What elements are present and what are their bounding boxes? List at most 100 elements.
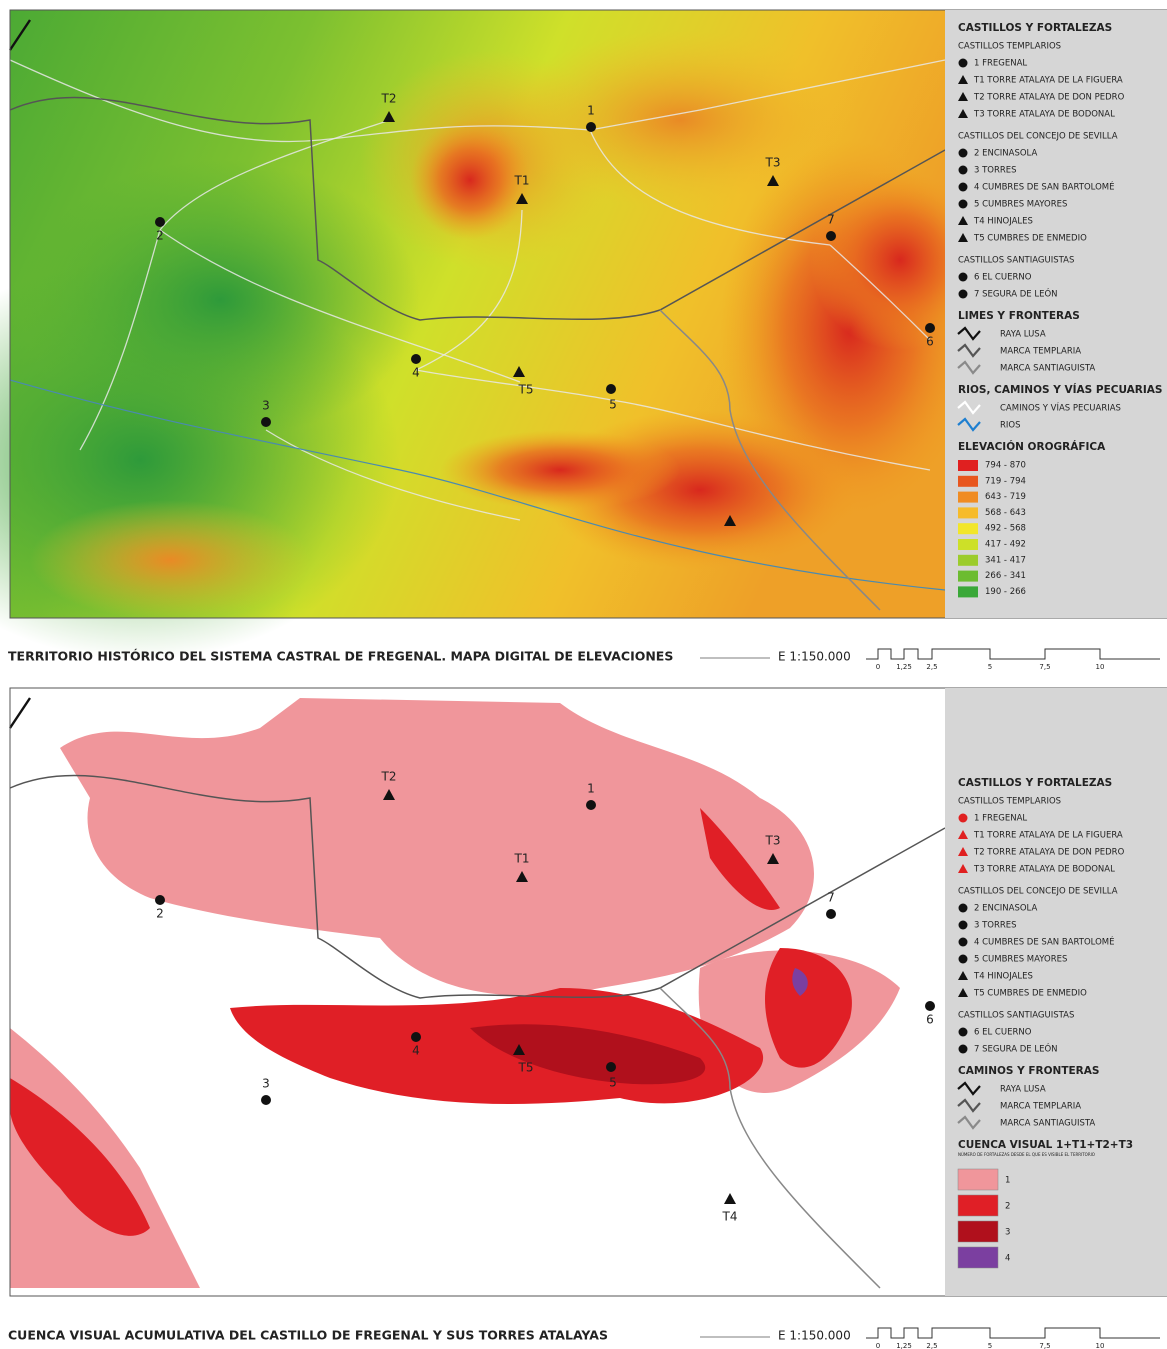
legend-swatch [958, 460, 978, 471]
legend-label: T1 TORRE ATALAYA DE LA FIGUERA [973, 831, 1123, 841]
marker-label: 7 [827, 213, 835, 227]
castle-marker [586, 800, 596, 810]
legend-group: CASTILLOS SANTIAGUISTAS [958, 256, 1074, 266]
legend-label: 7 SEGURA DE LEÓN [974, 288, 1058, 300]
castle-marker [606, 1062, 616, 1072]
castle-marker [155, 895, 165, 905]
castle-marker [925, 1001, 935, 1011]
legend-symbol [959, 183, 968, 192]
legend-label: MARCA SANTIAGUISTA [1000, 1119, 1095, 1129]
legend-label: 4 CUMBRES DE SAN BARTOLOMÉ [974, 936, 1115, 948]
legend-symbol [959, 149, 968, 158]
legend-label: T2 TORRE ATALAYA DE DON PEDRO [973, 93, 1125, 103]
legend-swatch [958, 1169, 998, 1190]
marker-label: 4 [412, 1044, 420, 1058]
legend-symbol [959, 290, 968, 299]
marker-label: 2 [156, 229, 164, 243]
legend-label: MARCA TEMPLARIA [1000, 1102, 1081, 1112]
legend-heading: CASTILLOS Y FORTALEZAS [958, 777, 1112, 789]
legend-label: RIOS [1000, 421, 1021, 431]
legend-symbol [959, 59, 968, 68]
legend-label: 1 FREGENAL [974, 59, 1027, 69]
legend-label: 2 ENCINASOLA [974, 149, 1037, 159]
legend-heading: CASTILLOS Y FORTALEZAS [958, 22, 1112, 34]
legend-swatch [958, 539, 978, 550]
marker-label: T5 [518, 383, 534, 397]
scale-tick-label: 2,5 [926, 663, 937, 671]
scale-bar [866, 649, 1160, 659]
legend-swatch [958, 571, 978, 582]
legend-label: 1 [1005, 1176, 1010, 1186]
legend-label: CAMINOS Y VÍAS PECUARIAS [1000, 402, 1121, 414]
legend-swatch [958, 586, 978, 597]
legend-swatch [958, 1247, 998, 1268]
legend-note: NÚMERO DE FORTALEZAS DESDE EL QUE ES VIS… [958, 1152, 1095, 1157]
scale-tick-label: 1,25 [896, 663, 912, 671]
relief [20, 160, 420, 440]
legend-symbol [959, 273, 968, 282]
legend-symbol [959, 200, 968, 209]
castle-marker [606, 384, 616, 394]
legend-label: 719 - 794 [985, 476, 1026, 486]
scale-bar [866, 1328, 1160, 1338]
legend-symbol [959, 1045, 968, 1054]
scale-tick-label: 2,5 [926, 1342, 937, 1349]
legend-label: RAYA LUSA [1000, 1085, 1046, 1095]
castle-marker [155, 217, 165, 227]
scale-tick-label: 5 [988, 1342, 992, 1349]
marker-label: 6 [926, 1013, 934, 1027]
legend-label: 341 - 417 [985, 555, 1026, 565]
marker-label: 4 [412, 366, 420, 380]
legend-label: 3 TORRES [974, 166, 1017, 176]
castle-marker [411, 354, 421, 364]
marker-label: 1 [587, 782, 595, 796]
legend-label: 6 EL CUERNO [974, 273, 1032, 283]
legend-label: 6 EL CUERNO [974, 1028, 1032, 1038]
legend-label: T4 HINOJALES [973, 217, 1033, 227]
legend-label: T5 CUMBRES DE ENMEDIO [973, 234, 1087, 244]
scale-tick-label: 5 [988, 663, 992, 671]
castle-marker [586, 122, 596, 132]
legend-swatch [958, 555, 978, 566]
legend-group: CASTILLOS DEL CONCEJO DE SEVILLA [958, 132, 1118, 142]
legend-label: T4 HINOJALES [973, 972, 1033, 982]
scale-tick-label: 7,5 [1039, 1342, 1050, 1349]
legend-label: 7 SEGURA DE LEÓN [974, 1043, 1058, 1055]
legend-label: 2 ENCINASOLA [974, 904, 1037, 914]
legend-group: CASTILLOS TEMPLARIOS [958, 797, 1061, 807]
legend-label: 266 - 341 [985, 571, 1026, 581]
legend-swatch [958, 1195, 998, 1216]
legend-label: MARCA SANTIAGUISTA [1000, 364, 1095, 374]
legend-symbol [959, 938, 968, 947]
legend-symbol [959, 955, 968, 964]
legend-label: 5 CUMBRES MAYORES [974, 200, 1067, 210]
legend-label: 417 - 492 [985, 540, 1026, 550]
legend-swatch [958, 1221, 998, 1242]
marker-label: 1 [587, 104, 595, 118]
caption: TERRITORIO HISTÓRICO DEL SISTEMA CASTRAL… [8, 649, 673, 664]
legend-heading: CUENCA VISUAL 1+T1+T2+T3 [958, 1139, 1133, 1151]
legend-label: T3 TORRE ATALAYA DE BODONAL [973, 110, 1115, 120]
legend-symbol [959, 1028, 968, 1037]
castle-marker [411, 1032, 421, 1042]
legend-symbol [959, 166, 968, 175]
legend-label: 3 TORRES [974, 921, 1017, 931]
legend-label: T1 TORRE ATALAYA DE LA FIGUERA [973, 76, 1123, 86]
legend-heading: CAMINOS Y FRONTERAS [958, 1065, 1099, 1077]
legend-label: T2 TORRE ATALAYA DE DON PEDRO [973, 848, 1125, 858]
scale-tick-label: 0 [876, 663, 880, 671]
castle-marker [826, 909, 836, 919]
legend-label: T3 TORRE ATALAYA DE BODONAL [973, 865, 1115, 875]
legend-label: T5 CUMBRES DE ENMEDIO [973, 989, 1087, 999]
legend-swatch [958, 523, 978, 534]
scale-text: E 1:150.000 [778, 1329, 851, 1343]
marker-label: 3 [262, 1077, 270, 1091]
legend-group: CASTILLOS DEL CONCEJO DE SEVILLA [958, 887, 1118, 897]
scale-tick-label: 10 [1096, 1342, 1105, 1349]
castle-marker [925, 323, 935, 333]
legend-label: 5 CUMBRES MAYORES [974, 955, 1067, 965]
scale-tick-label: 1,25 [896, 1342, 912, 1349]
marker-label: T1 [514, 852, 530, 866]
legend-symbol [959, 921, 968, 930]
relief [30, 500, 310, 620]
